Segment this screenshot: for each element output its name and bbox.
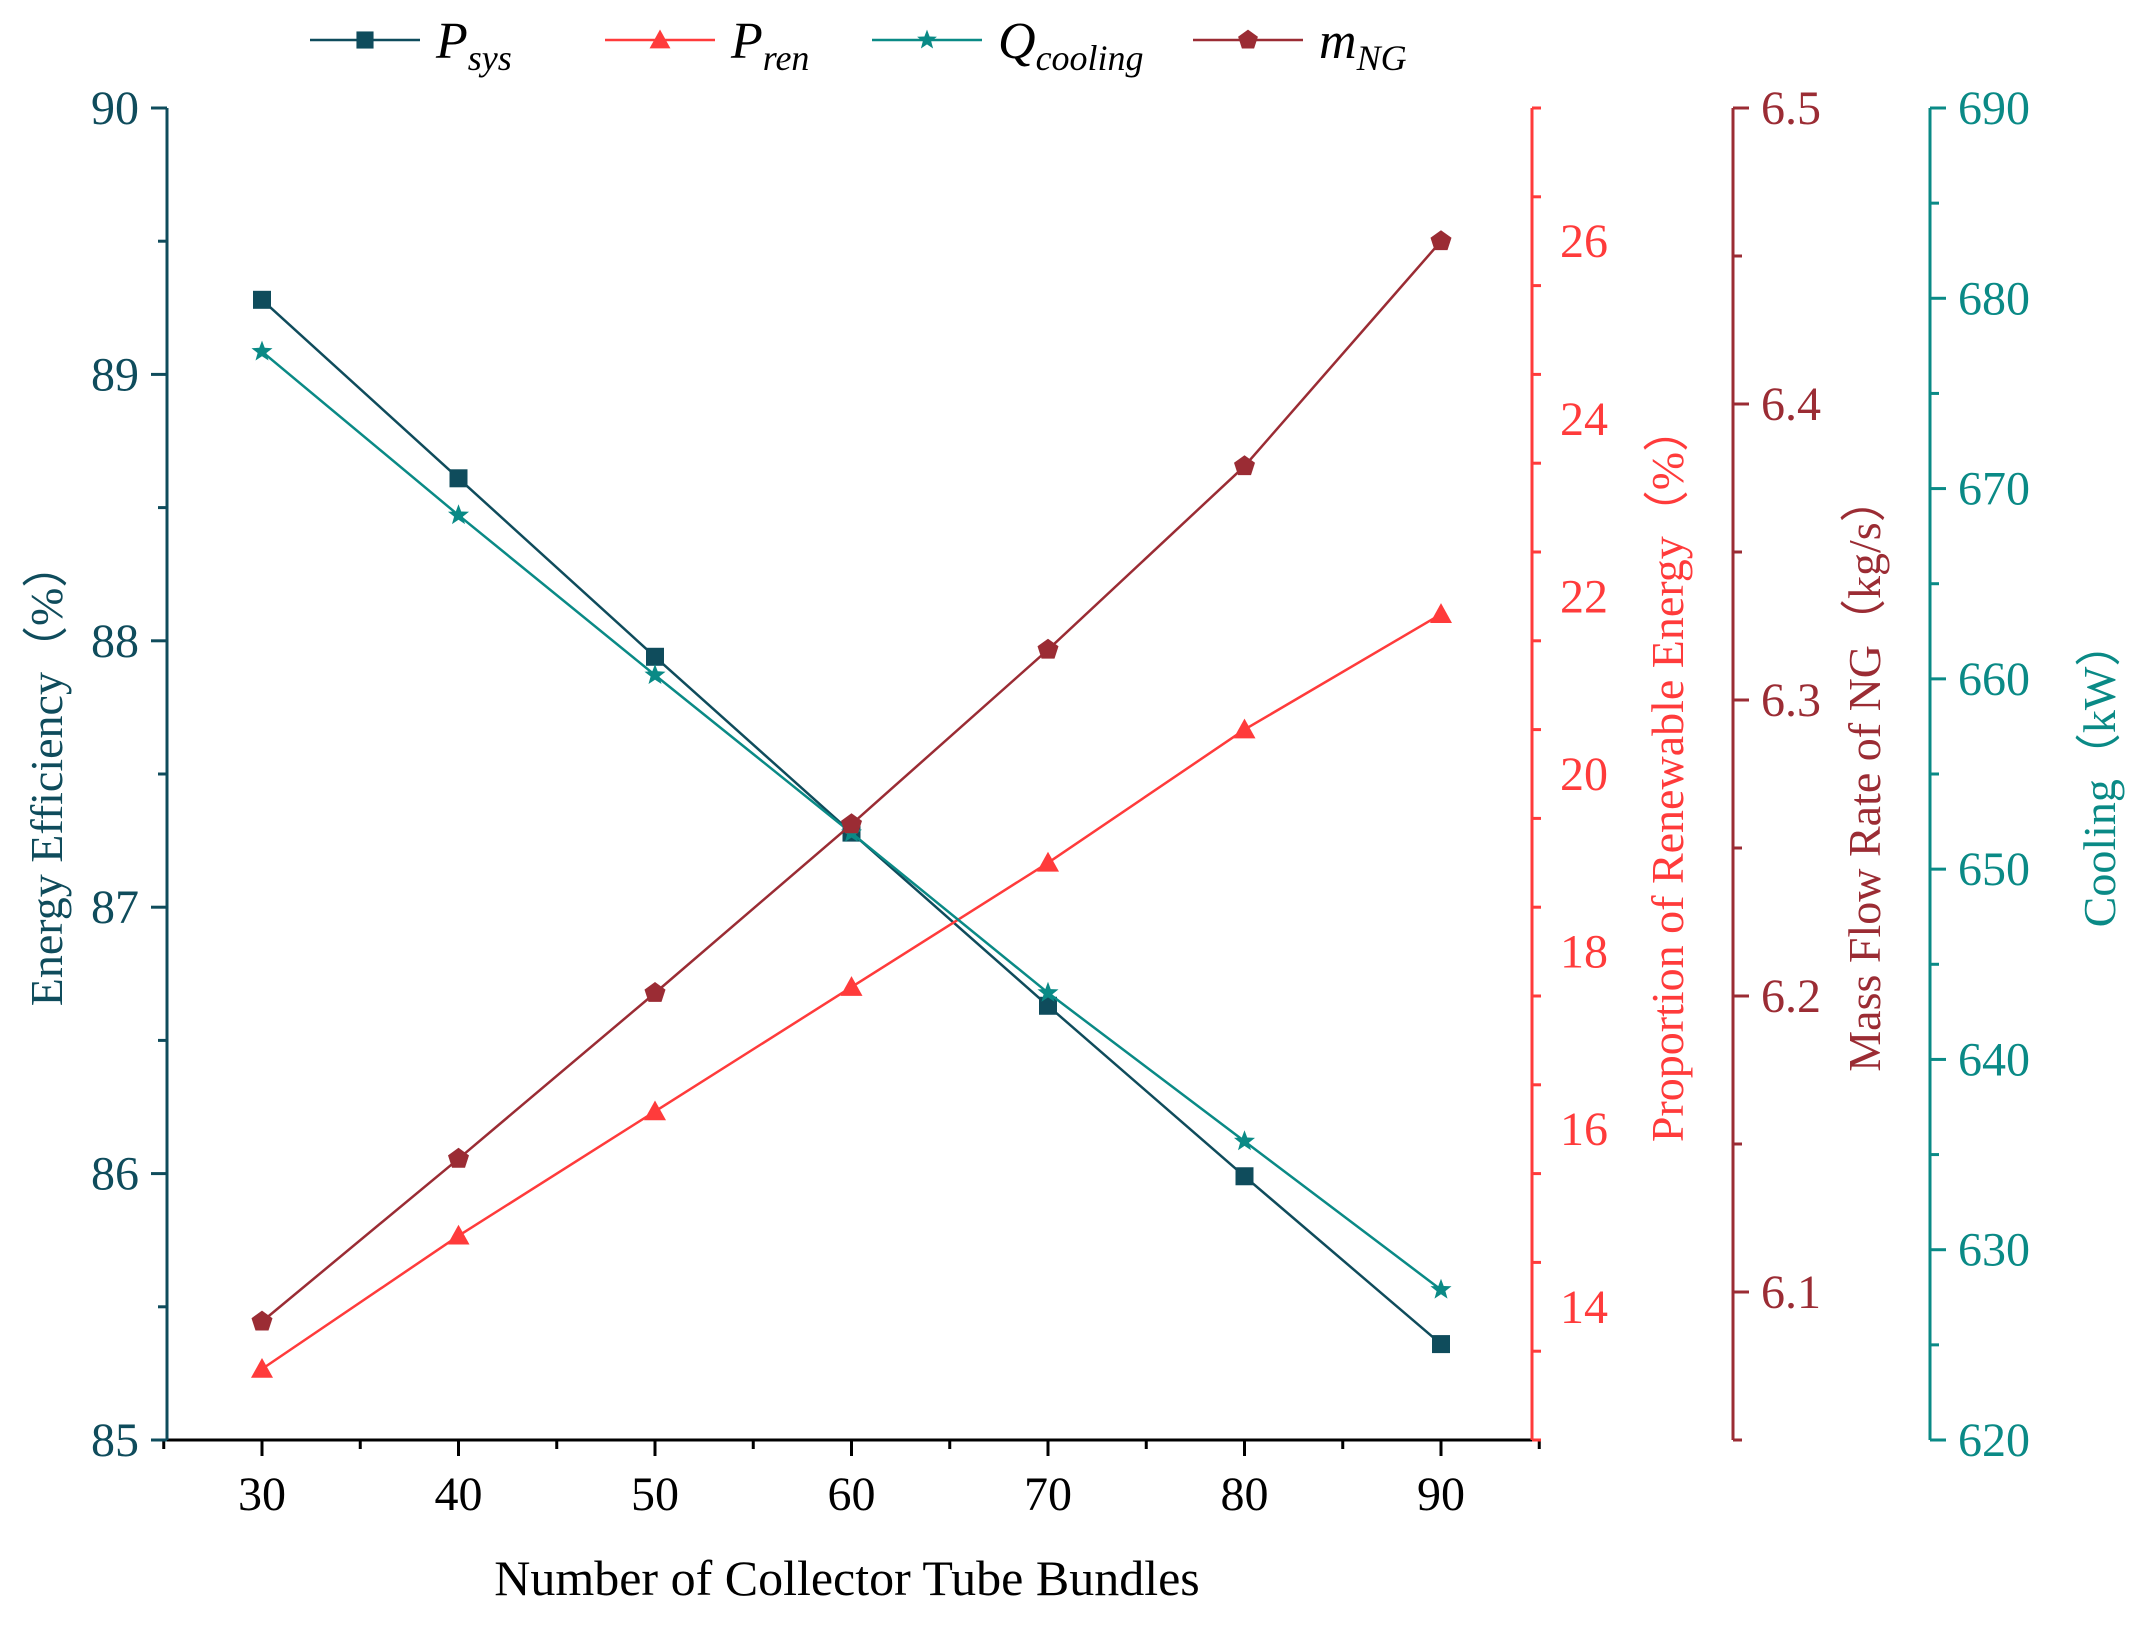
data-point	[251, 1310, 273, 1331]
y-tick-label: 640	[1958, 1033, 2030, 1086]
y-tick-label: 90	[91, 82, 139, 135]
data-point	[1432, 1335, 1450, 1354]
y-axis-title-ren: Proportion of Renewable Energy（%）	[1642, 406, 1693, 1142]
data-point	[1430, 230, 1452, 251]
y-tick-label: 6.2	[1761, 970, 1821, 1023]
y-tick-label: 14	[1560, 1281, 1608, 1334]
y-tick-label: 18	[1560, 926, 1608, 979]
y-tick-label: 22	[1560, 570, 1608, 623]
y-axis-ren: 14 16 18 20 22 24 26 Proportion of Renewable En…	[1530, 106, 1693, 1442]
data-point	[1430, 603, 1452, 623]
data-point	[1235, 1167, 1254, 1186]
axes: 30 40 50 60 70 80 90 85 86 87 88 89 90 Energy Efficie…	[21, 82, 2125, 1521]
data-point	[1039, 996, 1057, 1015]
legend-label: Qcooling	[998, 13, 1144, 78]
y-axis-title-cool: Cooling（kW）	[2074, 621, 2125, 928]
data-point	[1037, 638, 1059, 659]
x-tick-label: 60	[828, 1468, 876, 1521]
legend-label: Pren	[730, 13, 809, 78]
legend-label: Psys	[435, 13, 512, 78]
y-axis-title-eff: Energy Efficiency（%）	[21, 542, 72, 1007]
data-point	[1234, 1130, 1255, 1151]
plot-area	[251, 230, 1452, 1378]
data-point	[644, 664, 666, 684]
data-point	[644, 1100, 666, 1121]
y-axis-ng: 6.1 6.2 6.3 6.4 6.5 Mass Flow Rate of NG（kg/s…	[1731, 82, 1890, 1442]
series-line	[261, 240, 1442, 1323]
data-point	[644, 982, 666, 1002]
data-point	[253, 290, 271, 309]
data-point	[251, 1357, 273, 1378]
y-tick-label: 660	[1958, 653, 2030, 706]
y-tick-label: 650	[1958, 843, 2030, 896]
data-point	[1234, 455, 1255, 476]
y-tick-label: 16	[1560, 1103, 1608, 1156]
y-tick-label: 24	[1560, 393, 1608, 446]
x-tick-label: 80	[1221, 1468, 1269, 1521]
data-point	[251, 340, 273, 361]
x-tick-label: 90	[1417, 1468, 1465, 1521]
y-tick-label: 690	[1958, 82, 2030, 135]
legend-item-Q_cooling: Qcooling	[872, 13, 1144, 78]
y-tick-label: 6.5	[1761, 82, 1821, 135]
x-axis-title: Number of Collector Tube Bundles	[494, 1550, 1200, 1606]
y-tick-label: 86	[91, 1148, 139, 1201]
data-point	[646, 647, 664, 666]
legend-marker	[356, 31, 374, 49]
series-P_ren	[251, 603, 1452, 1378]
x-tick-label: 70	[1024, 1468, 1072, 1521]
y-tick-label: 85	[91, 1414, 139, 1467]
x-tick-label: 40	[435, 1468, 483, 1521]
legend: Psys Pren Qcooling mNG	[310, 13, 1407, 78]
y-axis-title-ng: Mass Flow Rate of NG（kg/s）	[1839, 476, 1890, 1071]
data-point	[1233, 718, 1256, 739]
y-tick-label: 670	[1958, 463, 2030, 516]
y-axis-eff: 85 86 87 88 89 90 Energy Efficiency（%）	[21, 82, 169, 1467]
y-tick-label: 20	[1560, 748, 1608, 801]
y-tick-label: 630	[1958, 1224, 2030, 1277]
data-point	[449, 469, 468, 488]
legend-marker	[1238, 29, 1258, 49]
y-tick-label: 6.1	[1761, 1266, 1821, 1319]
y-tick-label: 6.4	[1761, 378, 1821, 431]
y-tick-label: 87	[91, 881, 139, 934]
x-tick-label: 50	[631, 1468, 679, 1521]
data-point	[447, 1224, 470, 1245]
y-tick-label: 620	[1958, 1414, 2030, 1467]
data-point	[1037, 981, 1059, 1002]
legend-marker	[649, 29, 671, 49]
y-axis-cool: 620 630 640 650 660 670 680 690 Cooling（kW）	[1928, 82, 2125, 1467]
data-point	[448, 1147, 469, 1168]
series-m_NG	[251, 230, 1452, 1331]
legend-item-P_ren: Pren	[605, 13, 809, 78]
y-tick-label: 680	[1958, 272, 2030, 325]
y-tick-label: 88	[91, 615, 139, 668]
data-point	[1430, 1278, 1452, 1299]
legend-label: mNG	[1319, 13, 1407, 78]
legend-marker	[917, 29, 937, 49]
y-tick-label: 6.3	[1761, 674, 1821, 727]
x-tick-label: 30	[238, 1468, 286, 1521]
y-tick-label: 26	[1560, 215, 1608, 268]
y-tick-label: 89	[91, 348, 139, 401]
legend-item-m_NG: mNG	[1193, 13, 1407, 78]
data-point	[448, 504, 469, 525]
data-point	[1037, 851, 1059, 872]
data-point	[841, 813, 862, 834]
data-point	[840, 976, 863, 996]
legend-item-P_sys: Psys	[310, 13, 512, 78]
